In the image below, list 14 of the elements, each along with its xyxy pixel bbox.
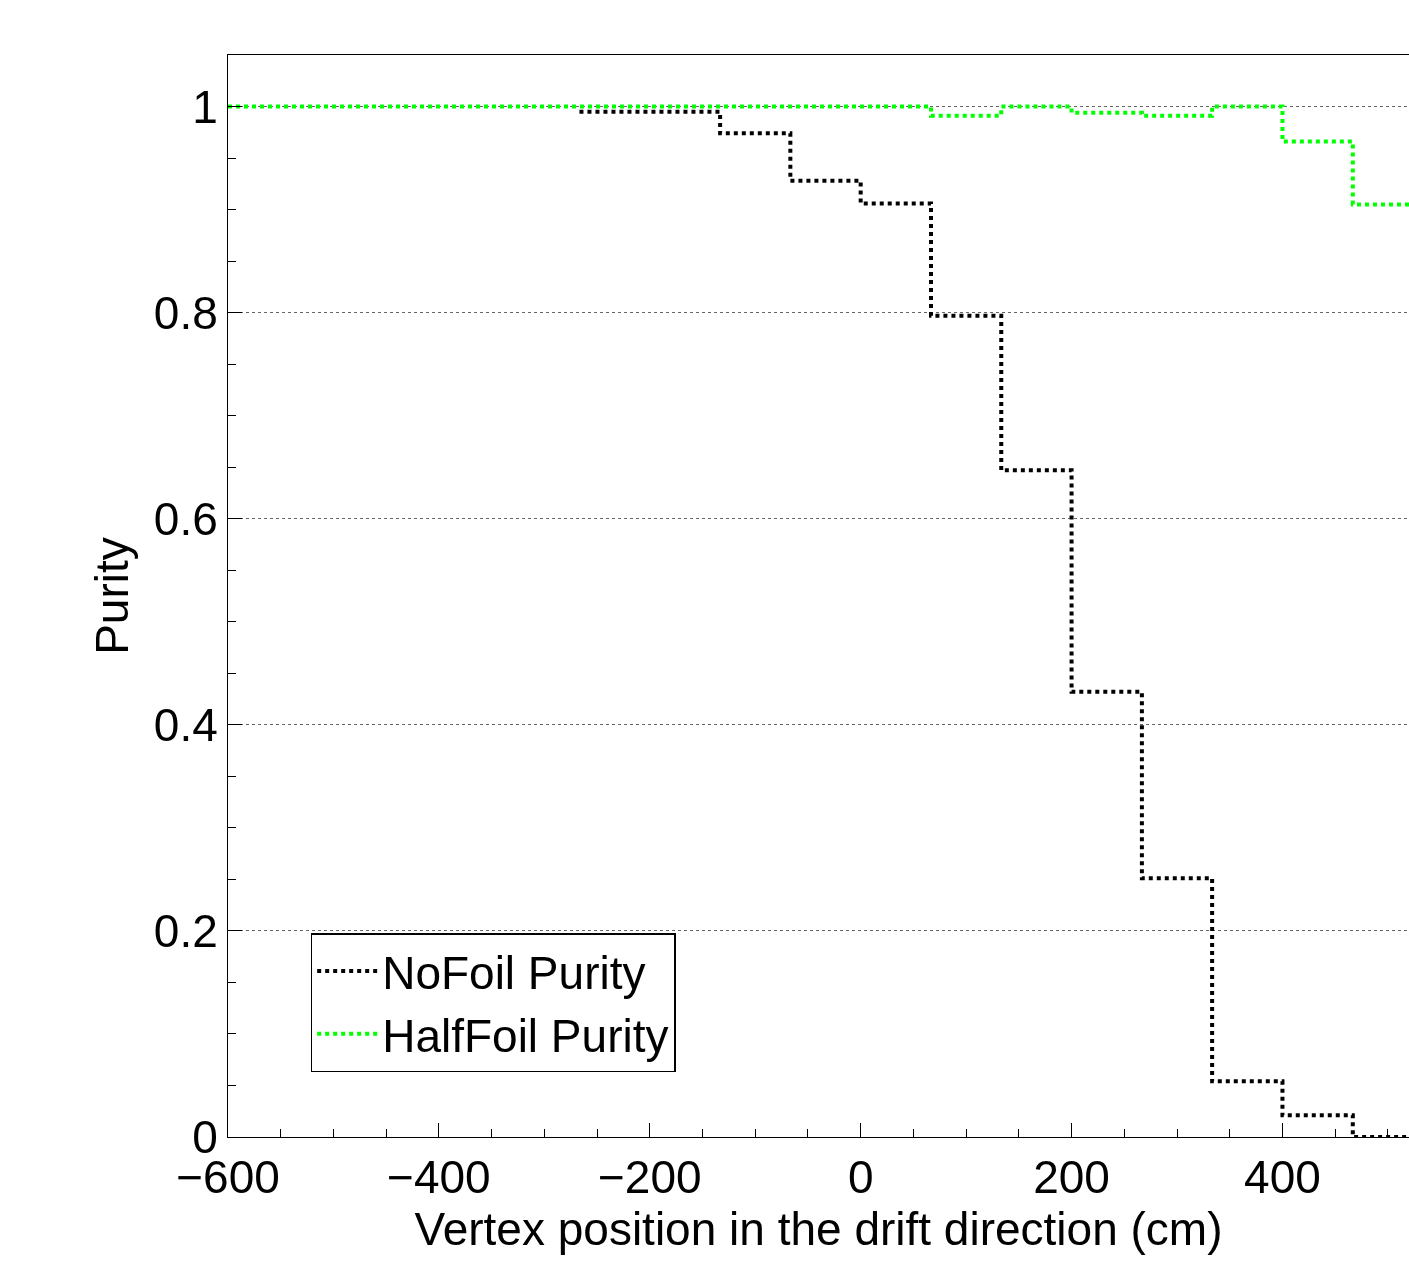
x-axis-title: Vertex position in the drift direction (cm) <box>414 1203 1223 1256</box>
x-tick-label: −400 <box>387 1151 491 1204</box>
x-tick-label: 0 <box>847 1151 874 1204</box>
legend-label: NoFoil Purity <box>382 946 646 999</box>
y-tick-label: 0.6 <box>153 492 218 545</box>
y-tick-label: 0.8 <box>153 286 218 339</box>
legend-label: HalfFoil Purity <box>382 1009 669 1062</box>
y-tick-label: 1 <box>192 80 218 133</box>
x-tick-label: 200 <box>1033 1151 1110 1204</box>
y-axis-title: Purity <box>86 537 139 655</box>
x-tick-label: 400 <box>1244 1151 1321 1204</box>
y-tick-label: 0.2 <box>153 905 218 957</box>
y-tick-label: 0.4 <box>153 698 218 751</box>
x-tick-label: −200 <box>597 1151 702 1204</box>
